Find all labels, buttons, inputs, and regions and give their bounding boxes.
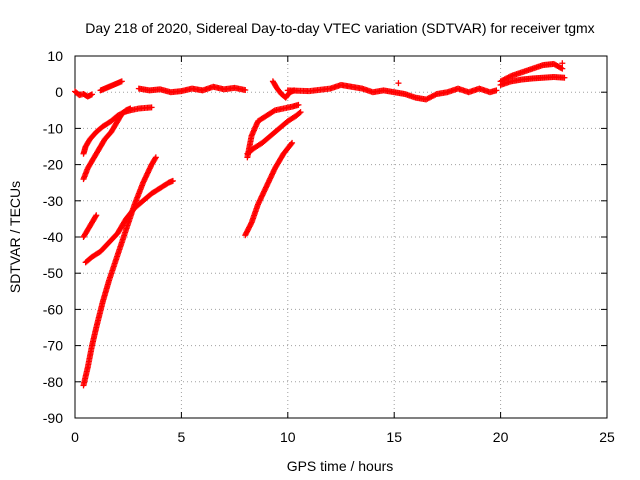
chart-title: Day 218 of 2020, Sidereal Day-to-day VTE… (85, 20, 594, 36)
y-tick-label: -90 (43, 410, 63, 426)
series-isolated-15 (395, 80, 402, 87)
data-point (118, 78, 125, 85)
series-late-rise-2 (497, 73, 568, 88)
data-point (559, 65, 566, 72)
series-steep-e (80, 154, 159, 389)
data-point (297, 109, 304, 116)
x-tick-label: 5 (178, 429, 186, 445)
y-tick-label: -10 (43, 120, 63, 136)
data-point (561, 74, 568, 81)
series-rise-f (244, 101, 302, 161)
series-late-outlier (559, 60, 566, 67)
x-tick-label: 20 (493, 429, 509, 445)
y-tick-label: 10 (47, 48, 63, 64)
y-tick-label: -60 (43, 301, 63, 317)
data-point (169, 177, 176, 184)
x-tick-label: 15 (386, 429, 402, 445)
series-early-baseline (72, 88, 96, 100)
series-segment-c (80, 212, 100, 240)
data-point (395, 80, 402, 87)
data-point (127, 105, 134, 112)
tick-labels: 0 5 10 15 20 25 -90 -80 -70 -60 -50 -40 -30 -20 -10 0 10 (43, 48, 615, 445)
y-tick-label: -50 (43, 265, 63, 281)
y-axis-label: SDTVAR / TECUs (7, 181, 23, 293)
data-point (89, 91, 96, 98)
series-steep-h (242, 139, 296, 239)
grid (75, 56, 607, 418)
x-tick-label: 0 (71, 429, 79, 445)
axis-ticks (74, 55, 608, 419)
series-rise-g (244, 109, 304, 157)
y-tick-label: -20 (43, 157, 63, 173)
y-tick-label: -40 (43, 229, 63, 245)
data-point (288, 140, 295, 147)
series-plateau-2 (284, 81, 500, 103)
data-point (93, 212, 100, 219)
x-tick-label: 25 (599, 429, 615, 445)
data-points (72, 60, 568, 389)
data-point (152, 154, 159, 161)
series-plateau-1 (135, 83, 249, 96)
data-point (242, 87, 249, 94)
data-point (92, 213, 99, 220)
data-point (506, 73, 513, 80)
data-point (296, 110, 303, 117)
data-point (558, 64, 565, 71)
y-tick-label: -70 (43, 338, 63, 354)
series-rise-a (80, 104, 155, 157)
data-point (148, 104, 155, 111)
x-axis-label: GPS time / hours (287, 458, 394, 474)
data-point (559, 60, 566, 67)
series-late-rise-1 (497, 60, 566, 85)
data-point (295, 101, 302, 108)
data-point (289, 139, 296, 146)
data-point (432, 91, 439, 98)
data-point (152, 155, 159, 162)
data-point (493, 87, 500, 94)
series-rise-b (80, 105, 134, 183)
y-tick-label: -80 (43, 374, 63, 390)
x-tick-label: 10 (280, 429, 296, 445)
series-early-plateau (97, 78, 125, 94)
y-tick-label: -30 (43, 193, 63, 209)
y-tick-label: 0 (55, 84, 63, 100)
